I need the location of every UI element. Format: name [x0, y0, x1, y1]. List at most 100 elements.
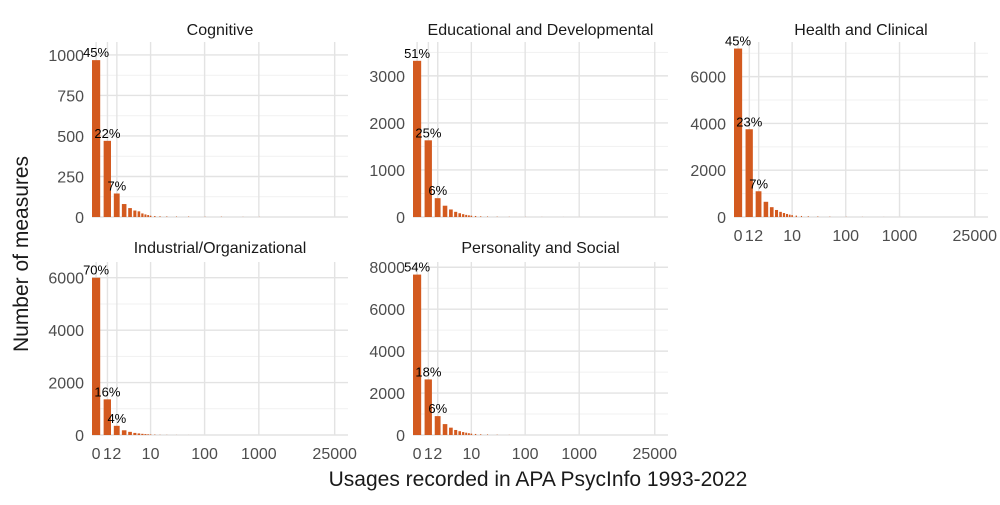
- bar: [764, 202, 769, 217]
- bar: [128, 208, 132, 217]
- bar: [462, 214, 464, 217]
- y-tick-label: 4000: [690, 116, 726, 133]
- y-tick-label: 0: [396, 428, 405, 445]
- bar: [458, 431, 461, 435]
- bar: [150, 216, 152, 217]
- y-tick-label: 8000: [369, 260, 405, 277]
- x-tick-label: 100: [832, 228, 859, 245]
- bar: [475, 434, 476, 435]
- bar-percent-label: 7%: [749, 176, 768, 191]
- bar-percent-label: 70%: [83, 263, 109, 278]
- y-tick-label: 0: [717, 210, 726, 227]
- bar-percent-label: 51%: [404, 46, 430, 61]
- bar: [779, 212, 782, 217]
- y-tick-label: 1000: [48, 48, 84, 65]
- y-tick-label: 0: [75, 210, 84, 227]
- bar: [413, 275, 421, 435]
- bar: [796, 216, 797, 217]
- y-tick-label: 0: [75, 428, 84, 445]
- panels-layer: 45%22%7%02505007501000Cognitive51%25%6%0…: [48, 22, 997, 463]
- bar-percent-label: 7%: [107, 179, 126, 194]
- bar: [435, 416, 441, 435]
- bar: [789, 215, 791, 217]
- y-tick-label: 3000: [369, 69, 405, 86]
- bar: [147, 215, 149, 217]
- bar: [435, 198, 441, 217]
- bar: [449, 428, 453, 435]
- bar-percent-label: 45%: [725, 34, 751, 49]
- bar: [141, 213, 143, 217]
- bar: [471, 216, 473, 217]
- y-tick-label: 6000: [369, 302, 405, 319]
- y-tick-label: 2000: [369, 116, 405, 133]
- x-tick-label: 2: [433, 446, 442, 463]
- bar: [133, 433, 136, 435]
- bar: [133, 211, 136, 217]
- x-tick-label: 1: [103, 446, 112, 463]
- bar-percent-label: 22%: [94, 126, 120, 141]
- bar: [128, 432, 132, 435]
- facet-title: Industrial/Organizational: [134, 240, 307, 257]
- bar: [471, 434, 473, 435]
- bar: [465, 215, 467, 217]
- y-tick-label: 0: [396, 210, 405, 227]
- x-tick-label: 100: [512, 446, 539, 463]
- bar: [462, 432, 464, 435]
- bar-percent-label: 6%: [428, 401, 447, 416]
- bar-percent-label: 16%: [94, 384, 120, 399]
- bar-percent-label: 45%: [83, 45, 109, 60]
- bar: [808, 216, 809, 217]
- y-tick-label: 500: [57, 129, 84, 146]
- bar: [150, 434, 152, 435]
- bar: [159, 216, 160, 217]
- x-tick-label: 10: [462, 446, 480, 463]
- facet-title: Personality and Social: [461, 240, 619, 257]
- x-tick-label: 0: [413, 446, 422, 463]
- bar: [443, 206, 448, 217]
- x-tick-label: 1: [745, 228, 754, 245]
- x-tick-label: 1000: [241, 446, 277, 463]
- bar: [756, 191, 762, 217]
- y-tick-label: 2000: [48, 376, 84, 393]
- bar: [443, 424, 448, 435]
- bar: [734, 49, 742, 217]
- bar: [801, 216, 802, 217]
- bar: [122, 430, 127, 435]
- bar: [791, 215, 793, 217]
- x-tick-label: 0: [734, 228, 743, 245]
- bar: [141, 434, 143, 435]
- x-tick-label: 25000: [953, 228, 998, 245]
- bar: [166, 216, 167, 217]
- y-axis-title: Number of measures: [10, 156, 33, 352]
- x-tick-label: 10: [783, 228, 801, 245]
- bar: [786, 214, 788, 217]
- bar-percent-label: 18%: [415, 364, 441, 379]
- bar: [138, 211, 141, 217]
- x-tick-label: 10: [142, 446, 160, 463]
- bar: [465, 433, 467, 435]
- bar: [458, 213, 461, 217]
- x-tick-label: 1000: [882, 228, 918, 245]
- x-tick-label: 1: [424, 446, 433, 463]
- y-tick-label: 750: [57, 88, 84, 105]
- x-tick-label: 2: [112, 446, 121, 463]
- bar: [487, 434, 488, 435]
- y-tick-label: 4000: [48, 323, 84, 340]
- bar: [454, 430, 457, 435]
- bar: [114, 426, 120, 435]
- x-tick-label: 2: [754, 228, 763, 245]
- bar: [770, 207, 774, 217]
- bar: [144, 214, 146, 217]
- x-tick-label: 100: [191, 446, 218, 463]
- facet-title: Educational and Developmental: [428, 22, 654, 39]
- bar: [114, 194, 120, 217]
- y-tick-label: 1000: [369, 163, 405, 180]
- bar: [154, 216, 155, 217]
- bar: [122, 204, 127, 217]
- x-tick-label: 0: [92, 446, 101, 463]
- facet-title: Cognitive: [187, 22, 254, 39]
